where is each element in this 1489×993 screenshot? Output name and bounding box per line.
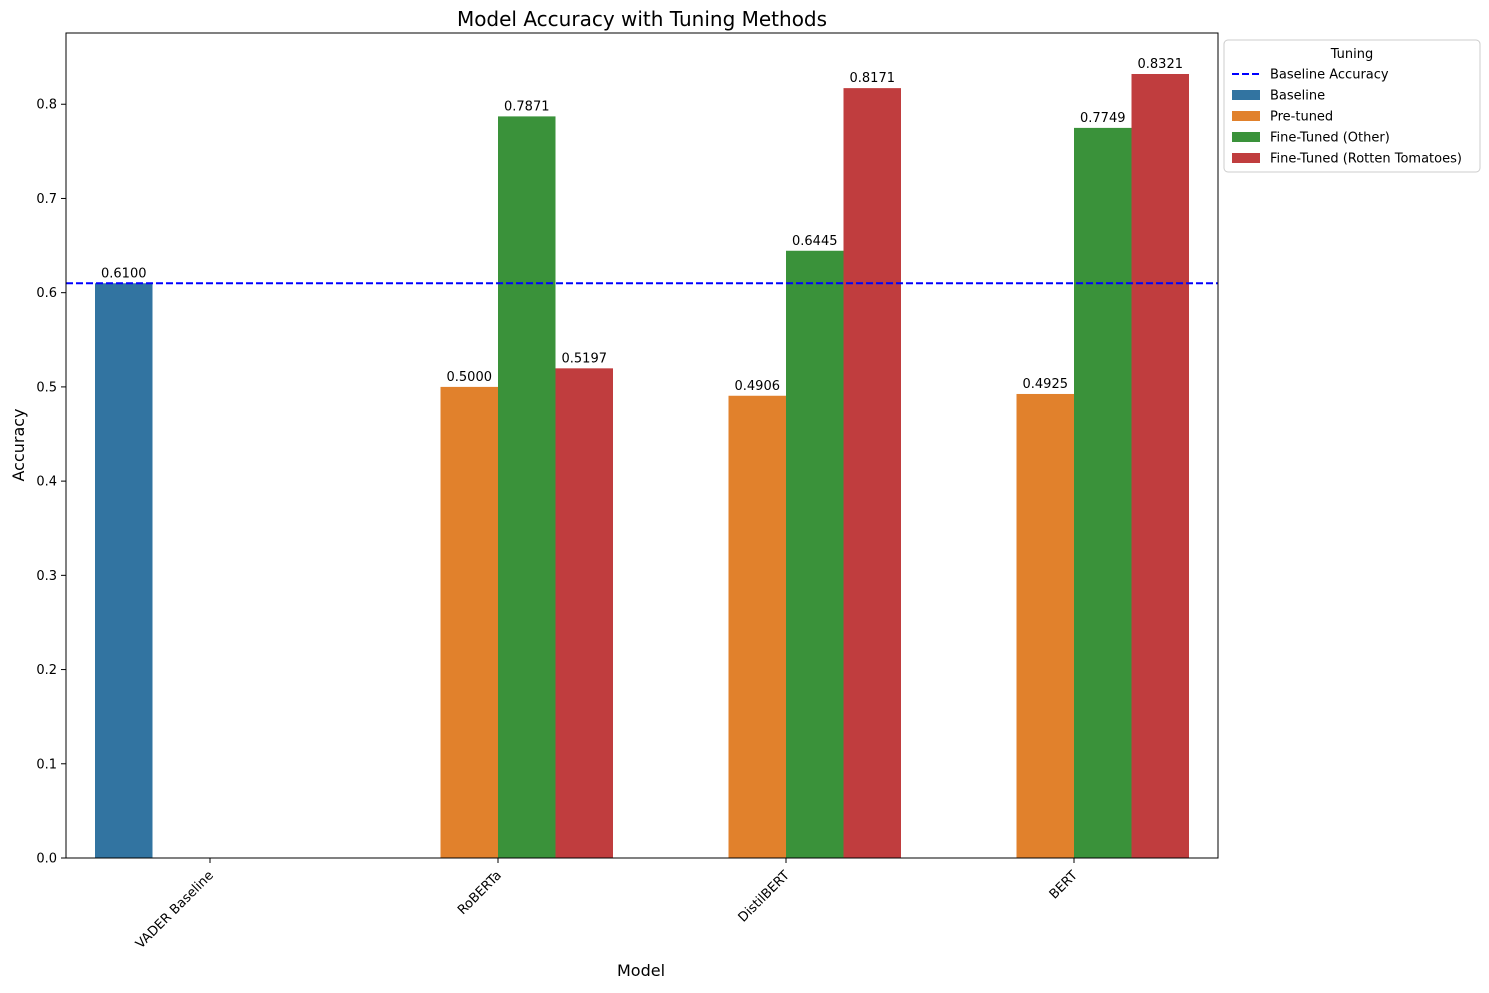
legend-swatch bbox=[1232, 90, 1260, 100]
bar bbox=[1131, 73, 1189, 859]
y-tick-label: 0.2 bbox=[36, 663, 57, 678]
bar bbox=[786, 250, 844, 859]
data-label: 0.4906 bbox=[735, 379, 781, 394]
bar bbox=[95, 283, 153, 858]
bar bbox=[1016, 393, 1074, 858]
data-label: 0.5197 bbox=[562, 351, 608, 366]
legend-label: Pre-tuned bbox=[1270, 110, 1333, 125]
chart-title: Model Accuracy with Tuning Methods bbox=[457, 7, 827, 31]
bar bbox=[555, 368, 613, 858]
bar bbox=[728, 395, 786, 858]
legend-title: Tuning bbox=[1330, 47, 1374, 62]
legend-label: Fine-Tuned (Rotten Tomatoes) bbox=[1270, 152, 1462, 167]
x-tick-label: RoBERTa bbox=[455, 868, 505, 918]
data-label: 0.5000 bbox=[447, 370, 493, 385]
legend-swatch bbox=[1232, 132, 1260, 142]
y-tick-label: 0.3 bbox=[36, 569, 57, 584]
plot-frame bbox=[65, 32, 1219, 859]
x-tick-label: BERT bbox=[1047, 868, 1081, 902]
y-tick-label: 0.0 bbox=[36, 852, 57, 867]
x-tick-label: DistilBERT bbox=[736, 868, 793, 925]
data-label: 0.4925 bbox=[1023, 377, 1069, 392]
x-tick-label: VADER Baseline bbox=[133, 868, 217, 952]
bar bbox=[1074, 127, 1132, 858]
data-label: 0.7871 bbox=[504, 99, 550, 114]
data-label: 0.8321 bbox=[1138, 57, 1184, 72]
y-tick-label: 0.6 bbox=[36, 286, 57, 301]
data-label: 0.6100 bbox=[101, 266, 147, 281]
y-tick-label: 0.4 bbox=[36, 475, 57, 490]
y-tick-label: 0.1 bbox=[36, 757, 57, 772]
data-label: 0.8171 bbox=[850, 71, 896, 86]
x-axis-label: Model bbox=[617, 961, 665, 980]
legend-label: Baseline bbox=[1270, 89, 1325, 104]
y-axis-label: Accuracy bbox=[9, 408, 28, 481]
legend-swatch bbox=[1232, 111, 1260, 121]
y-tick-label: 0.8 bbox=[36, 98, 57, 113]
legend: Tuning Baseline Accuracy Baseline Pre-tune… bbox=[1223, 39, 1481, 173]
legend-frame bbox=[1223, 39, 1481, 173]
data-label: 0.7749 bbox=[1080, 111, 1126, 126]
data-label: 0.6445 bbox=[792, 234, 838, 249]
legend-swatch bbox=[1232, 153, 1260, 163]
bar bbox=[498, 116, 556, 858]
y-tick-label: 0.7 bbox=[36, 192, 57, 207]
legend-label: Fine-Tuned (Other) bbox=[1270, 131, 1390, 146]
legend-label: Baseline Accuracy bbox=[1270, 68, 1389, 83]
y-tick-label: 0.5 bbox=[36, 380, 57, 395]
bar bbox=[440, 386, 498, 858]
bar bbox=[843, 88, 901, 859]
